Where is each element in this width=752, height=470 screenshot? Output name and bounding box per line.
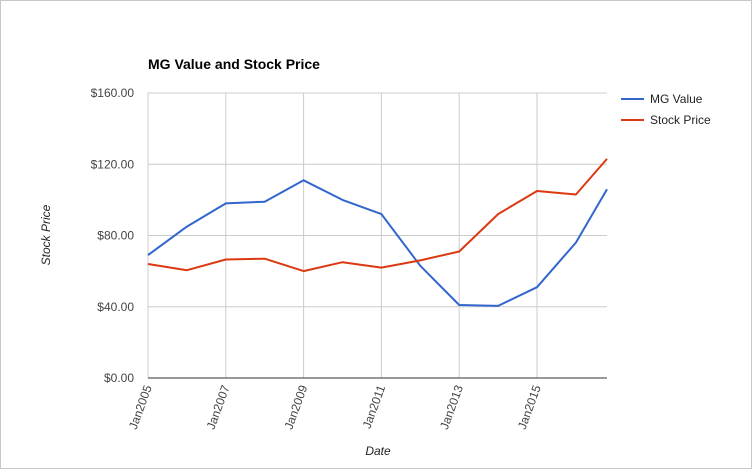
y-axis-title: Stock Price — [39, 204, 53, 265]
legend-label: Stock Price — [650, 113, 711, 127]
chart-title: MG Value and Stock Price — [148, 56, 320, 72]
series-line-stock-price — [147, 158, 608, 273]
y-tick-label: $160.00 — [91, 86, 135, 100]
x-tick-label: Jan2011 — [360, 383, 389, 431]
x-tick-label: Jan2015 — [515, 383, 544, 431]
y-tick-label: $80.00 — [97, 229, 134, 243]
x-axis-title: Date — [365, 444, 391, 458]
series-lines — [147, 158, 608, 307]
x-tick-label: Jan2009 — [282, 383, 311, 431]
x-tick-label: Jan2005 — [126, 383, 155, 431]
y-tick-label: $120.00 — [91, 157, 135, 171]
x-tick-label: Jan2013 — [437, 383, 466, 431]
y-tick-label: $0.00 — [104, 371, 134, 385]
y-tick-label: $40.00 — [97, 300, 134, 314]
legend: MG Value Stock Price — [621, 92, 711, 127]
legend-label: MG Value — [650, 92, 703, 106]
gridlines — [147, 92, 607, 379]
y-axis-ticks: $0.00 $40.00 $80.00 $120.00 $160.00 — [91, 86, 135, 385]
x-axis-ticks: Jan2005 Jan2007 Jan2009 Jan2011 Jan2013 Jan20… — [126, 383, 544, 431]
x-tick-label: Jan2007 — [204, 383, 233, 431]
series-line-mg-value — [147, 179, 608, 307]
